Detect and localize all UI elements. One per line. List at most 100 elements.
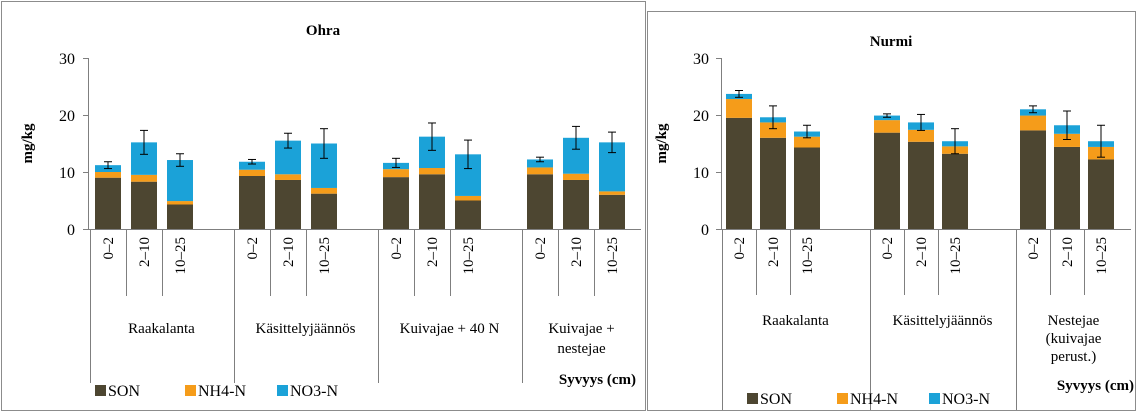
bar-nh4-n-2-1 <box>874 120 900 133</box>
bar-son-2-2 <box>908 141 934 229</box>
group-label: (kuivajae <box>1046 331 1102 347</box>
bar-nh4-n-1-1 <box>726 99 752 118</box>
bar-son-3-3 <box>455 200 481 229</box>
chart-title: Ohra <box>306 23 341 39</box>
error-bar <box>572 125 580 150</box>
bar-son-1-3 <box>794 147 820 229</box>
legend-label: SON <box>108 383 140 400</box>
bar-son-2-2 <box>275 179 301 229</box>
group-label: nestejae <box>557 341 606 357</box>
chart-nurmi: Nurmi mg/kg 0 10 20 30 0–2 2–10 10–25 Raakalanta 0… <box>647 11 1136 411</box>
legend-swatch-son <box>747 393 758 404</box>
y-tick-label: 30 <box>59 51 75 68</box>
bar-no3-n-2-1 <box>874 115 900 121</box>
legend-swatch-no3-n <box>929 393 940 404</box>
x-tick-label: 0–2 <box>880 237 896 260</box>
x-tick-label: 0–2 <box>245 237 261 260</box>
x-tick-label: 2–10 <box>569 237 585 267</box>
y-tick-label: 10 <box>59 165 75 182</box>
bar-no3-n-2-1 <box>239 161 265 170</box>
x-tick-label: 10–25 <box>605 237 621 275</box>
error-bar <box>883 113 891 118</box>
legend-swatch-nh4-n <box>837 393 848 404</box>
bar-nh4-n-1-2 <box>131 174 157 182</box>
bar-son-3-2 <box>1054 146 1080 229</box>
error-bar <box>140 129 148 155</box>
bar-nh4-n-1-3 <box>167 201 193 205</box>
y-tick-label: 0 <box>67 222 75 239</box>
bar-son-3-1 <box>383 177 409 229</box>
legend-label: NH4-N <box>198 383 246 400</box>
x-tick-label: 2–10 <box>766 237 782 267</box>
group-label: perust.) <box>1051 349 1096 365</box>
x-axis-label: Syvyys (cm) <box>559 372 636 388</box>
error-bar <box>1063 110 1071 141</box>
bar-no3-n-4-1 <box>527 159 553 168</box>
error-bar <box>464 139 472 170</box>
legend-label: NO3-N <box>942 391 990 408</box>
chart-title: Nurmi <box>870 34 913 50</box>
bar-son-1-3 <box>167 204 193 229</box>
bar-nh4-n-3-1 <box>383 169 409 178</box>
chart-ohra: Ohra mg/kg 0 10 20 30 0–2 2–10 10–25 Raakalanta 0–… <box>1 1 646 411</box>
legend-label: SON <box>760 391 792 408</box>
bar-nh4-n-3-2 <box>419 168 445 175</box>
x-tick-label: 0–2 <box>533 237 549 260</box>
error-bar <box>608 131 616 154</box>
error-bar <box>536 156 544 163</box>
bar-son-1-1 <box>726 117 752 229</box>
x-tick-label: 2–10 <box>281 237 297 267</box>
x-tick-label: 0–2 <box>732 237 748 260</box>
bar-son-2-3 <box>942 153 968 229</box>
bar-nh4-n-2-2 <box>908 129 934 142</box>
group-label: Kuivajae + 40 N <box>400 321 500 337</box>
error-bar <box>1029 105 1037 114</box>
error-bar <box>284 132 292 149</box>
bar-no3-n-1-3 <box>167 160 193 202</box>
group-label: Käsittelyjäännös <box>893 313 993 329</box>
bar-nh4-n-3-3 <box>455 195 481 201</box>
bar-son-2-3 <box>311 193 337 229</box>
bar-son-4-1 <box>527 174 553 229</box>
y-tick-label: 10 <box>693 165 709 182</box>
group-label: Raakalanta <box>762 313 829 329</box>
legend-label: NH4-N <box>850 391 898 408</box>
bar-son-2-1 <box>874 132 900 229</box>
error-bar <box>392 157 400 168</box>
x-tick-label: 2–10 <box>137 237 153 267</box>
error-bar <box>104 161 112 170</box>
y-tick-label: 0 <box>701 222 709 239</box>
y-axis-label: mg/kg <box>20 123 36 164</box>
bar-nh4-n-2-3 <box>311 187 337 194</box>
error-bar <box>428 122 436 151</box>
legend-label: NO3-N <box>290 383 338 400</box>
bar-son-3-1 <box>1020 130 1046 229</box>
bar-son-1-2 <box>760 137 786 229</box>
x-tick-label: 2–10 <box>1060 237 1076 267</box>
bar-nh4-n-1-1 <box>95 172 121 178</box>
bar-son-3-2 <box>419 174 445 229</box>
bar-son-4-2 <box>563 179 589 229</box>
error-bar <box>176 153 184 167</box>
error-bar <box>917 113 925 131</box>
y-tick-label: 20 <box>693 108 709 125</box>
bar-nh4-n-4-2 <box>563 173 589 180</box>
bar-son-1-2 <box>131 181 157 229</box>
legend-swatch-son <box>95 385 106 396</box>
group-label: Nestejae <box>1048 313 1100 329</box>
error-bar <box>735 89 743 98</box>
x-tick-label: 10–25 <box>800 237 816 275</box>
x-tick-label: 2–10 <box>914 237 930 267</box>
x-tick-label: 0–2 <box>1026 237 1042 260</box>
bar-nh4-n-4-1 <box>527 167 553 175</box>
x-tick-label: 10–25 <box>1094 237 1110 275</box>
x-axis-label: Syvyys (cm) <box>1057 378 1134 394</box>
bar-son-1-1 <box>95 177 121 229</box>
x-tick-label: 0–2 <box>101 237 117 260</box>
x-tick-label: 2–10 <box>425 237 441 267</box>
y-tick-label: 30 <box>693 51 709 68</box>
bar-nh4-n-4-3 <box>599 191 625 195</box>
bar-nh4-n-3-2 <box>1054 133 1080 147</box>
error-bar <box>320 128 328 159</box>
